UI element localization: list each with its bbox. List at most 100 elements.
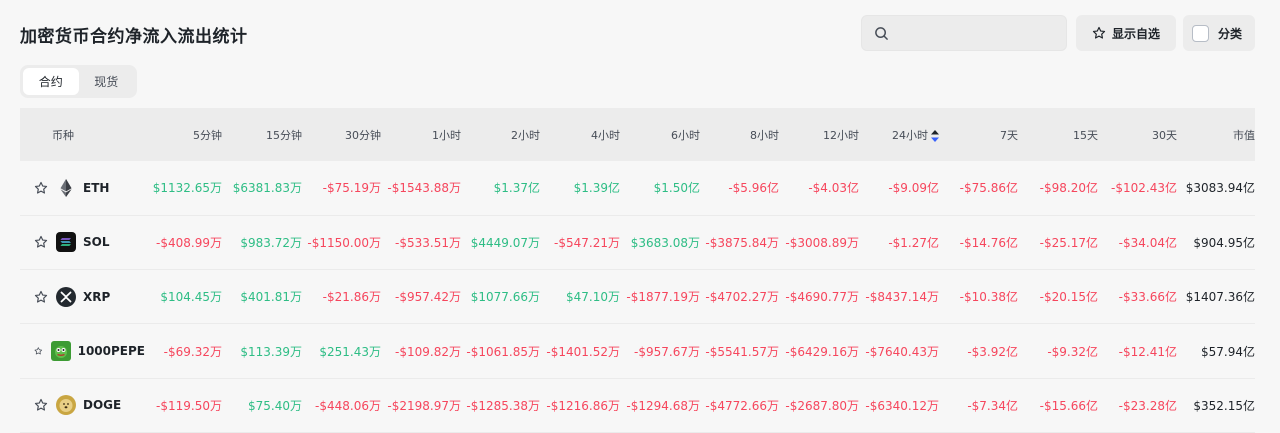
sort-icon[interactable] [931, 129, 939, 142]
tab-futures[interactable]: 合约 [23, 68, 79, 95]
coin-symbol[interactable]: SOL [83, 235, 110, 250]
netflow-4h: -$547.21万 [554, 235, 620, 250]
netflow-12h: -$4690.77万 [785, 290, 859, 305]
market-cap: $1407.36亿 [1185, 290, 1255, 305]
market-cap: $57.94亿 [1201, 344, 1255, 359]
coin-symbol[interactable]: XRP [83, 289, 111, 304]
netflow-6h: -$957.67万 [634, 344, 700, 359]
netflow-2h: -$1285.38万 [466, 398, 540, 413]
netflow-6h: $3683.08万 [630, 235, 700, 250]
market-tabs: 合约 现货 [20, 65, 137, 98]
col-header-6h[interactable]: 6小时 [671, 128, 700, 142]
netflow-4h: -$1401.52万 [546, 344, 620, 359]
favorite-star-icon[interactable] [34, 181, 48, 195]
coin-cell: ETH [20, 161, 145, 215]
netflow-30m: -$21.86万 [322, 290, 381, 305]
netflow-15d: -$98.20亿 [1039, 181, 1098, 196]
col-header-12h[interactable]: 12小时 [823, 128, 859, 142]
netflow-24h: -$6340.12万 [865, 398, 939, 413]
col-header-2h[interactable]: 2小时 [511, 128, 540, 142]
netflow-15d: -$20.15亿 [1039, 290, 1098, 305]
netflow-2h: $1.37亿 [493, 181, 540, 196]
search-box[interactable] [861, 15, 1067, 51]
netflow-30m: -$448.06万 [315, 398, 381, 413]
netflow-4h: $1.39亿 [573, 181, 620, 196]
netflow-15m: $113.39万 [240, 344, 302, 359]
table-row[interactable]: ETH $1132.65万 $6381.83万 -$75.19万 -$1543.88万 $… [20, 161, 1255, 216]
netflow-24h: -$7640.43万 [865, 344, 939, 359]
netflow-5m: -$119.50万 [156, 398, 222, 413]
col-header-1h[interactable]: 1小时 [432, 128, 461, 142]
netflow-1h: -$533.51万 [395, 235, 461, 250]
col-header-8h[interactable]: 8小时 [750, 128, 779, 142]
xrp-icon [56, 286, 76, 307]
netflow-6h: -$1877.19万 [626, 290, 700, 305]
netflow-table: 币种 5分钟 15分钟 30分钟 1小时 2小时 4小时 6小时 8小时 12小… [20, 108, 1255, 433]
coin-cell: SOL [20, 215, 145, 269]
eth-icon [56, 178, 76, 198]
market-cap: $904.95亿 [1193, 235, 1255, 250]
netflow-1h: -$957.42万 [395, 290, 461, 305]
netflow-5m: $1132.65万 [152, 181, 222, 196]
table-row[interactable]: 1000PEPE -$69.32万 $113.39万 $251.43万 -$109.82… [20, 324, 1255, 379]
coin-symbol[interactable]: ETH [83, 180, 110, 195]
favorite-star-icon[interactable] [34, 235, 48, 249]
netflow-24h: -$9.09亿 [888, 181, 939, 196]
col-header-15m[interactable]: 15分钟 [266, 128, 302, 142]
coin-symbol[interactable]: 1000PEPE [77, 344, 145, 359]
table-row[interactable]: XRP $104.45万 $401.81万 -$21.86万 -$957.42万 $107… [20, 270, 1255, 324]
table-row[interactable]: DOGE -$119.50万 $75.40万 -$448.06万 -$2198.97万 -… [20, 378, 1255, 433]
col-header-mcap[interactable]: 市值 [1233, 128, 1255, 142]
doge-icon [56, 395, 76, 416]
netflow-6h: $1.50亿 [653, 181, 700, 196]
netflow-24h: -$8437.14万 [865, 290, 939, 305]
netflow-30m: $251.43万 [319, 344, 381, 359]
col-header-24h-label: 24小时 [892, 128, 928, 142]
watchlist-label: 显示自选 [1111, 26, 1160, 41]
favorite-star-icon[interactable] [34, 290, 48, 304]
netflow-30d: -$12.41亿 [1118, 344, 1177, 359]
netflow-30d: -$23.28亿 [1118, 398, 1177, 413]
col-header-5m[interactable]: 5分钟 [193, 128, 222, 142]
category-checkbox[interactable] [1192, 24, 1209, 42]
coin-symbol[interactable]: DOGE [83, 398, 122, 413]
netflow-8h: -$4772.66万 [705, 398, 779, 413]
netflow-12h: -$3008.89万 [785, 235, 859, 250]
col-header-15d[interactable]: 15天 [1073, 128, 1098, 142]
table-header-row: 币种 5分钟 15分钟 30分钟 1小时 2小时 4小时 6小时 8小时 12小… [20, 108, 1255, 161]
favorite-star-icon[interactable] [34, 344, 43, 358]
col-header-24h[interactable]: 24小时 [859, 108, 939, 161]
netflow-30d: -$102.43亿 [1111, 181, 1177, 196]
coin-cell: DOGE [20, 378, 145, 432]
netflow-4h: $47.10万 [566, 290, 620, 305]
col-header-30d[interactable]: 30天 [1152, 128, 1177, 142]
search-input[interactable] [898, 22, 1062, 46]
show-watchlist-button[interactable]: 显示自选 [1076, 15, 1176, 51]
netflow-15d: -$25.17亿 [1039, 235, 1098, 250]
netflow-6h: -$1294.68万 [626, 398, 700, 413]
coin-cell: XRP [20, 270, 145, 324]
pepe-icon [50, 341, 71, 362]
col-header-30m[interactable]: 30分钟 [345, 128, 381, 142]
netflow-24h: -$1.27亿 [888, 235, 939, 250]
netflow-15m: $6381.83万 [232, 181, 302, 196]
table-row[interactable]: SOL -$408.99万 $983.72万 -$1150.00万 -$533.51万 $… [20, 215, 1255, 270]
netflow-8h: -$5541.57万 [705, 344, 779, 359]
netflow-7d: -$14.76亿 [959, 235, 1018, 250]
netflow-15m: $983.72万 [240, 235, 302, 250]
tab-spot[interactable]: 现货 [94, 75, 119, 89]
favorite-star-icon[interactable] [34, 398, 48, 412]
netflow-1h: -$1543.88万 [387, 181, 461, 196]
page-title: 加密货币合约净流入流出统计 [20, 27, 248, 47]
netflow-8h: -$5.96亿 [728, 181, 779, 196]
col-header-7d[interactable]: 7天 [1000, 128, 1018, 142]
market-cap: $3083.94亿 [1185, 181, 1255, 196]
netflow-15m: $75.40万 [248, 398, 302, 413]
netflow-30d: -$33.66亿 [1118, 290, 1177, 305]
category-label: 分类 [1218, 26, 1243, 41]
netflow-15d: -$15.66亿 [1039, 398, 1098, 413]
netflow-5m: -$408.99万 [156, 235, 222, 250]
category-toggle[interactable]: 分类 [1183, 15, 1255, 51]
market-cap: $352.15亿 [1193, 398, 1255, 413]
col-header-4h[interactable]: 4小时 [591, 128, 620, 142]
